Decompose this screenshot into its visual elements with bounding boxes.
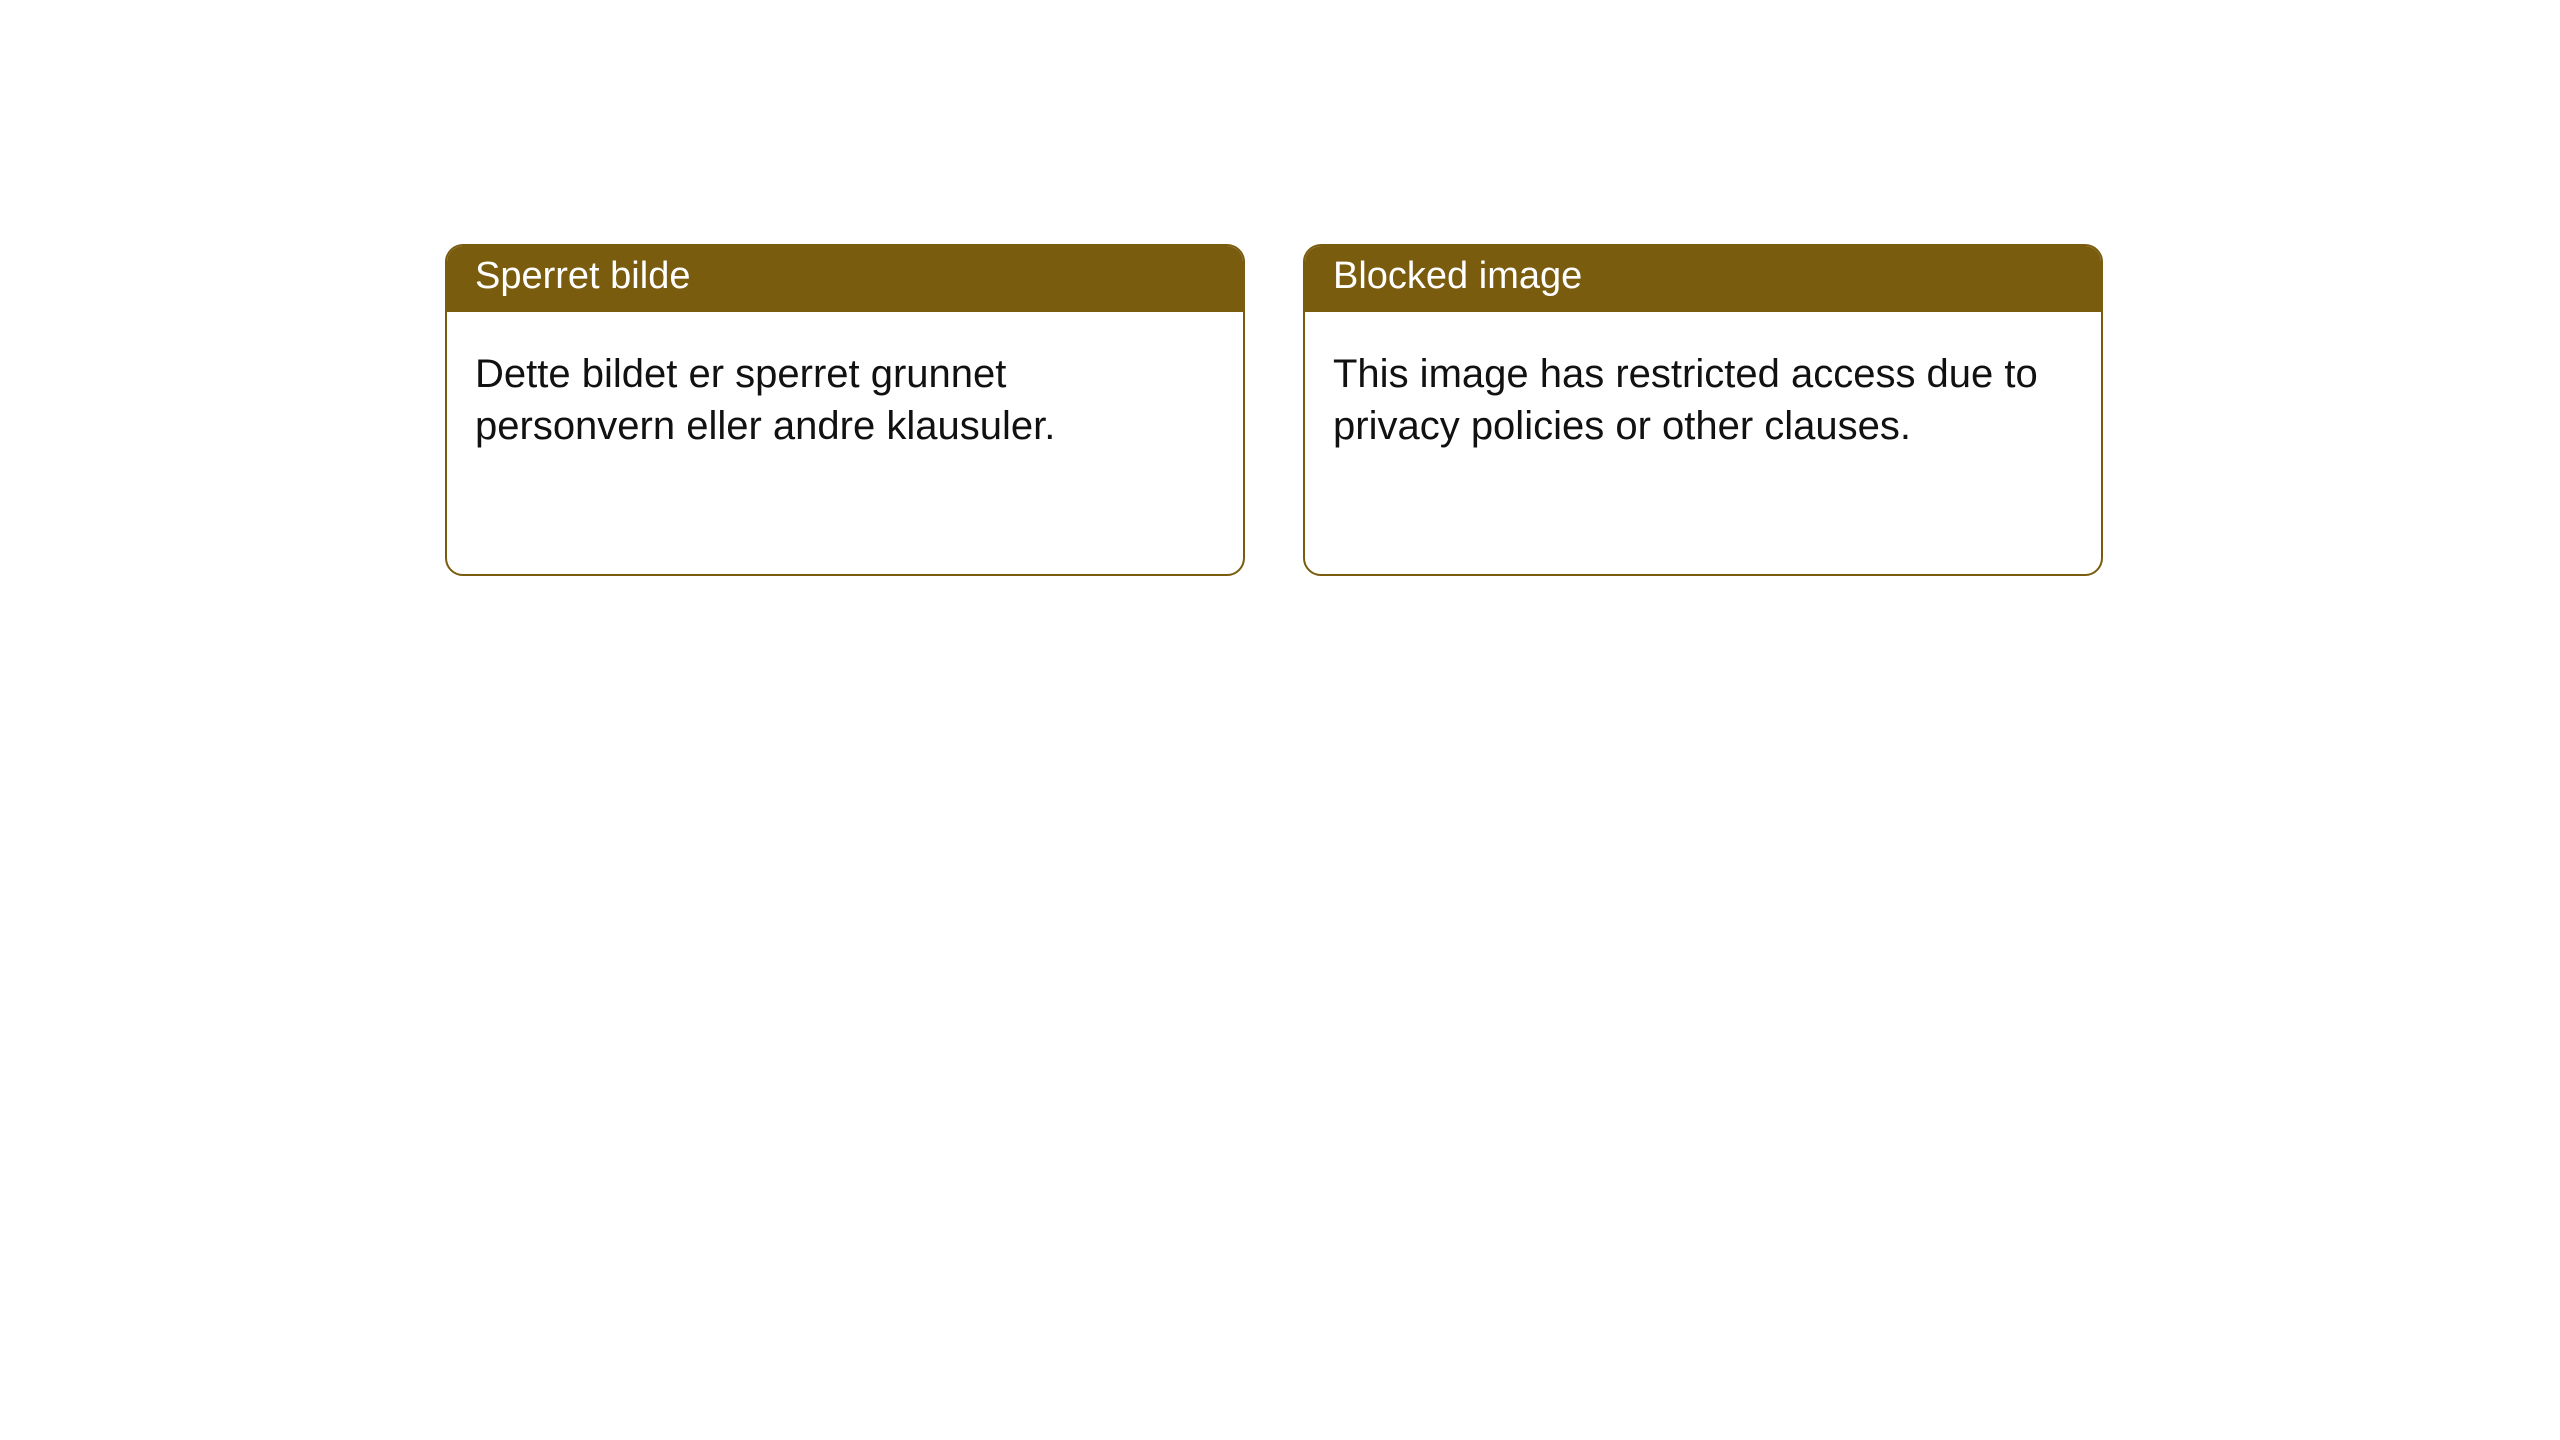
notice-card-en: Blocked image This image has restricted … xyxy=(1303,244,2103,576)
notice-body-no: Dette bildet er sperret grunnet personve… xyxy=(447,312,1243,488)
notice-title-no: Sperret bilde xyxy=(447,246,1243,312)
notice-body-en: This image has restricted access due to … xyxy=(1305,312,2101,488)
notice-title-en: Blocked image xyxy=(1305,246,2101,312)
notice-container: Sperret bilde Dette bildet er sperret gr… xyxy=(0,0,2560,576)
notice-card-no: Sperret bilde Dette bildet er sperret gr… xyxy=(445,244,1245,576)
